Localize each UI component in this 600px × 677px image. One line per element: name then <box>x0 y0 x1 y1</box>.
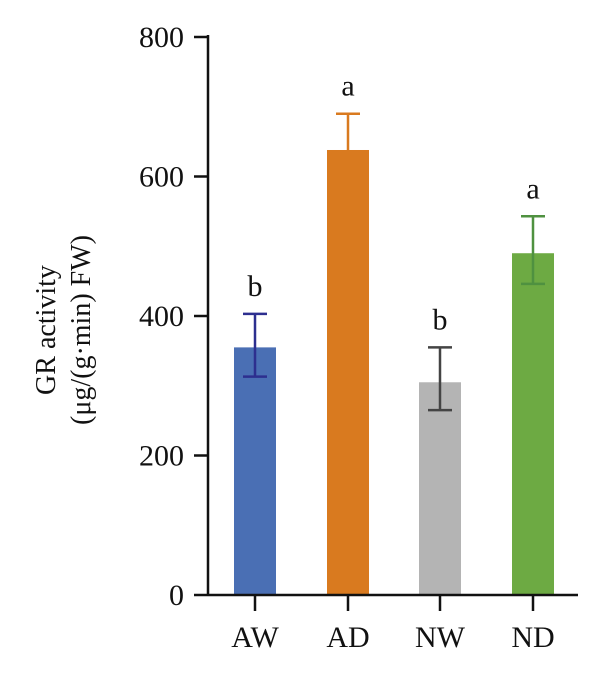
significance-label-aw: b <box>248 270 263 303</box>
y-tick-label: 800 <box>139 21 184 54</box>
significance-label-nd: a <box>526 172 539 205</box>
y-axis-label-line1: GR activity <box>31 265 62 395</box>
bar-ad <box>327 149 369 595</box>
bar-nd <box>512 253 554 595</box>
x-tick-label-ad: AD <box>326 621 369 654</box>
y-tick-label: 400 <box>139 300 184 333</box>
y-tick-label: 0 <box>169 579 184 612</box>
y-tick-label: 200 <box>139 440 184 473</box>
significance-label-ad: a <box>341 70 354 103</box>
x-tick-label-nd: ND <box>511 621 554 654</box>
x-tick-label-nw: NW <box>415 621 466 654</box>
bar-aw <box>234 347 276 595</box>
y-axis-label-line2: (μg/(g·min) FW) <box>66 235 97 425</box>
significance-label-nw: b <box>433 303 448 336</box>
x-tick-label-aw: AW <box>231 621 279 654</box>
bar-nw <box>419 382 461 595</box>
y-tick-label: 600 <box>139 161 184 194</box>
